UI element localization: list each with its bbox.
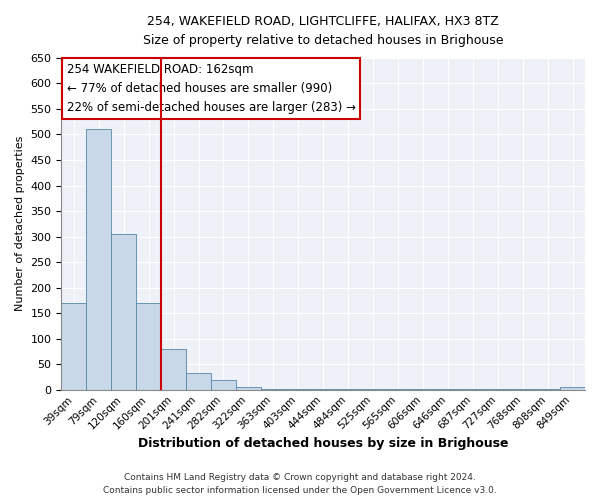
Bar <box>211 380 236 390</box>
Bar <box>236 387 261 390</box>
Bar <box>311 389 335 390</box>
Bar <box>485 389 510 390</box>
Bar <box>286 389 311 390</box>
Text: Contains HM Land Registry data © Crown copyright and database right 2024.
Contai: Contains HM Land Registry data © Crown c… <box>103 474 497 495</box>
X-axis label: Distribution of detached houses by size in Brighouse: Distribution of detached houses by size … <box>138 437 508 450</box>
Bar <box>436 389 460 390</box>
Bar <box>86 130 111 390</box>
Bar <box>361 389 386 390</box>
Bar <box>335 389 361 390</box>
Title: 254, WAKEFIELD ROAD, LIGHTCLIFFE, HALIFAX, HX3 8TZ
Size of property relative to : 254, WAKEFIELD ROAD, LIGHTCLIFFE, HALIFA… <box>143 15 503 47</box>
Bar <box>111 234 136 390</box>
Bar <box>386 389 410 390</box>
Bar <box>535 389 560 390</box>
Bar <box>460 389 485 390</box>
Bar <box>261 388 286 390</box>
Bar <box>510 389 535 390</box>
Bar <box>161 349 186 390</box>
Bar <box>410 389 436 390</box>
Bar <box>61 303 86 390</box>
Bar <box>136 303 161 390</box>
Bar <box>560 387 585 390</box>
Y-axis label: Number of detached properties: Number of detached properties <box>15 136 25 312</box>
Text: 254 WAKEFIELD ROAD: 162sqm
← 77% of detached houses are smaller (990)
22% of sem: 254 WAKEFIELD ROAD: 162sqm ← 77% of deta… <box>67 63 356 114</box>
Bar <box>186 373 211 390</box>
